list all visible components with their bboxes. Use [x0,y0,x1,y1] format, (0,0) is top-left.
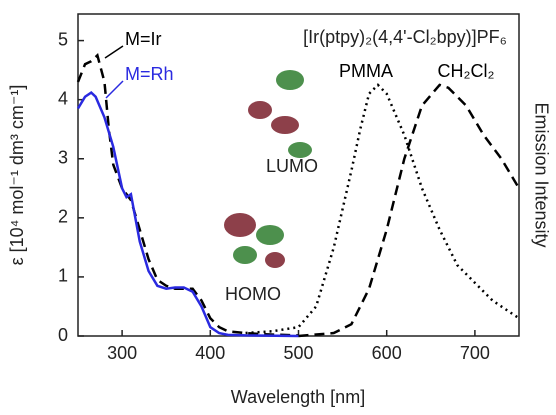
annotation: HOMO [225,284,281,304]
y-tick-label: 5 [58,29,68,49]
y-tick-label: 0 [58,325,68,345]
y-tick-label: 2 [58,207,68,227]
y-tick-label: 1 [58,266,68,286]
y2-axis-label: Emission Intensity [531,102,551,247]
y-tick-label: 3 [58,148,68,168]
series-line [299,85,520,336]
x-tick-label: 400 [195,343,225,363]
y-axis-label: ε [10⁴ mol⁻¹ dm³ cm⁻¹] [7,85,27,266]
chart-title: [Ir(ptpy)₂(4,4'-Cl₂bpy)]PF₆ [303,27,507,47]
series-label: PMMA [339,61,393,81]
annotation: LUMO [266,156,318,176]
y-tick-label: 4 [58,88,68,108]
series-label: CH₂Cl₂ [438,61,495,81]
x-axis-label: Wavelength [nm] [231,387,365,407]
label-pointer [106,81,123,98]
x-tick-label: 500 [283,343,313,363]
label-pointer [105,46,123,58]
x-tick-label: 700 [460,343,490,363]
x-tick-label: 600 [372,343,402,363]
x-tick-label: 300 [107,343,137,363]
series-label: M=Ir [125,29,162,49]
series-label: M=Rh [125,64,174,84]
chart: [Ir(ptpy)₂(4,4'-Cl₂bpy)]PF₆ LUMO HOMO Wa… [0,0,556,415]
